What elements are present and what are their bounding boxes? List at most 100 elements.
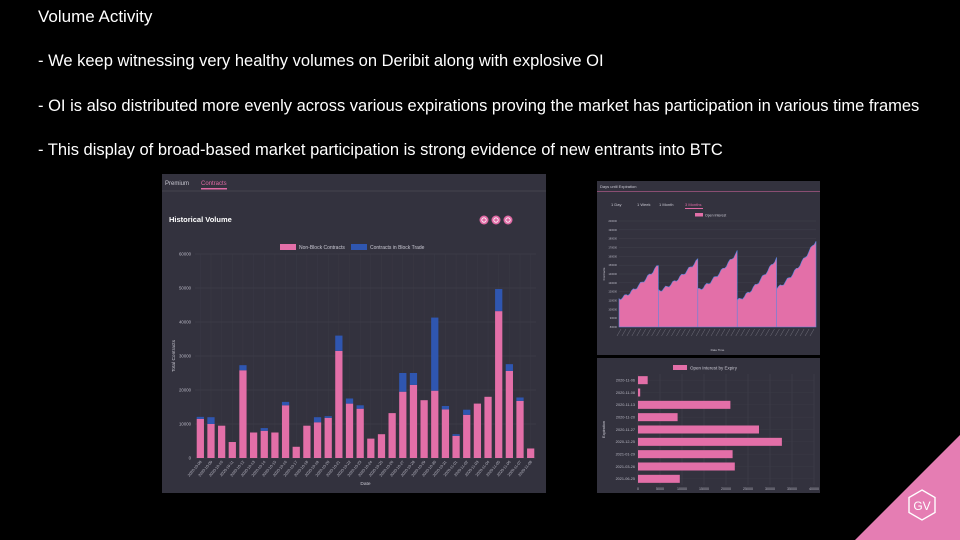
y-tick-label: 40000	[179, 320, 192, 325]
bar-block-2020-10-30	[431, 317, 439, 391]
bar-non-block-2020-10-11	[228, 442, 236, 458]
bar-non-block-2020-10-12	[239, 370, 247, 458]
bar-non-block-2020-10-29	[420, 400, 428, 458]
legend-swatch-non-block	[280, 244, 296, 250]
oi-y-tick-label: 180000	[608, 237, 617, 241]
oi-x-tick-mark	[681, 328, 686, 337]
zoom-in-icon[interactable]	[479, 215, 489, 225]
chart-title: Historical Volume	[169, 215, 232, 224]
exp-y-tick-label: 2020-11-08	[616, 391, 635, 395]
bar-block-2020-10-16	[281, 401, 290, 406]
oi-x-tick-mark	[636, 328, 641, 337]
oi-x-tick-mark	[804, 328, 810, 337]
bar-block-2020-10-14	[260, 428, 268, 431]
y-tick-label: 10000	[179, 422, 192, 427]
bar-non-block-2020-10-09	[207, 424, 215, 458]
oi-y-tick-label: 190000	[608, 228, 617, 232]
tab-premium[interactable]: Premium	[165, 181, 189, 187]
bar-block-2020-10-28	[409, 373, 418, 385]
oi-by-expiry-chart: Open Interest by Expiry 0 5000 10000 15000 20…	[602, 365, 819, 491]
exp-x-tick-label: 25000	[743, 487, 753, 491]
historical-volume-chart: Premium Contracts Historical Volume Non-Blo…	[162, 181, 546, 487]
oi-y-tick-label: 90000	[610, 316, 618, 320]
oi-y-axis-label: Contracts	[602, 267, 606, 280]
oi-x-tick-mark	[616, 328, 622, 337]
oi-tab-1-week[interactable]: 1 Week	[637, 202, 651, 207]
bar-non-block-2020-10-18	[303, 425, 311, 458]
bar-block-2020-10-21	[335, 335, 343, 351]
bar-non-block-2020-11-07	[516, 400, 524, 458]
bar-non-block-2020-11-03	[473, 403, 482, 458]
oi-x-tick-mark	[686, 328, 691, 337]
oi-tab-1-day[interactable]: 1 Day	[611, 202, 621, 207]
bar-block-2020-10-12	[239, 365, 247, 371]
oi-x-tick-mark	[740, 328, 745, 337]
oi-y-tick-label: 200000	[608, 219, 617, 223]
oi-y-tick-label: 120000	[608, 290, 617, 294]
bar-non-block-2020-10-27	[399, 391, 407, 458]
oi-x-tick-mark	[691, 328, 696, 337]
bar-non-block-2020-10-21	[335, 350, 343, 458]
bar-non-block-2020-10-15	[271, 432, 279, 458]
oi-x-tick-mark	[715, 328, 721, 337]
exp-bar-2020-11-06	[638, 376, 648, 385]
oi-x-tick-mark	[770, 328, 775, 337]
y-tick-label: 20000	[179, 388, 192, 393]
exp-x-tick-label: 10000	[677, 487, 687, 491]
bar-non-block-2020-10-24	[367, 438, 375, 458]
oi-x-tick-mark	[755, 328, 760, 337]
bar-non-block-2020-10-13	[249, 432, 258, 458]
bar-non-block-2020-10-25	[377, 434, 386, 458]
bar-non-block-2020-11-01	[452, 435, 460, 458]
oi-active-tab-underline	[685, 208, 703, 209]
bar-non-block-2020-10-19	[313, 422, 322, 458]
oi-x-tick-mark	[809, 328, 815, 337]
oi-x-tick-mark	[735, 328, 740, 337]
oi-x-tick-mark	[705, 328, 711, 337]
bar-block-2020-11-07	[516, 397, 524, 401]
tab-contracts[interactable]: Contracts	[201, 181, 227, 187]
exp-x-tick-label: 35000	[787, 487, 797, 491]
y-tick-label: 30000	[179, 354, 192, 359]
exp-bar-2020-12-25	[638, 437, 782, 446]
oi-x-tick-mark	[750, 328, 755, 337]
bar-non-block-2020-10-31	[441, 409, 450, 458]
bar-non-block-2020-10-28	[409, 384, 418, 458]
oi-x-tick-mark	[671, 328, 676, 337]
exp-y-tick-label: 2021-01-29	[616, 452, 635, 456]
oi-x-tick-mark	[700, 328, 706, 337]
bar-non-block-2020-11-04	[484, 396, 492, 458]
download-icon[interactable]	[503, 215, 513, 225]
bar-block-2020-10-09	[207, 417, 215, 424]
bullet-new-entrants: - This display of broad-based market par…	[38, 141, 723, 159]
x-axis-label: Date	[360, 481, 370, 487]
oi-x-tick-mark	[631, 328, 636, 337]
legend-swatch-block	[351, 244, 367, 250]
bar-non-block-2020-10-14	[260, 430, 268, 458]
bullet-oi-distribution: - OI is also distributed more evenly acr…	[38, 97, 920, 115]
active-tab-underline	[201, 188, 227, 190]
zoom-out-icon[interactable]	[491, 215, 501, 225]
oi-x-tick-mark	[799, 328, 805, 337]
oi-panel-header: Days until Expiration	[600, 184, 636, 189]
bar-non-block-2020-11-06	[505, 370, 513, 458]
exp-y-tick-label: 2021-06-25	[616, 477, 635, 481]
oi-x-tick-mark	[785, 328, 790, 337]
open-interest-chart: Days until Expiration 1 Day 1 Week 1 Month 3…	[597, 184, 820, 352]
oi-tab-3-months[interactable]: 3 Months	[685, 202, 701, 207]
oi-area-series	[618, 241, 817, 328]
y-tick-label: 60000	[179, 252, 192, 257]
open-interest-panel: Days until Expiration 1 Day 1 Week 1 Month 3…	[597, 181, 820, 355]
exp-bar-2021-06-25	[638, 474, 680, 483]
bar-block-2020-10-23	[356, 405, 364, 409]
oi-y-tick-label: 100000	[608, 307, 617, 311]
exp-x-tick-label: 15000	[699, 487, 709, 491]
bar-non-block-2020-10-20	[324, 417, 332, 458]
slide-title: Volume Activity	[38, 7, 153, 26]
bar-block-2020-11-06	[505, 364, 513, 371]
exp-bar-2021-03-26	[638, 462, 735, 471]
bar-non-block-2020-10-08	[196, 418, 204, 458]
legend-label-non-block: Non-Block Contracts	[299, 245, 345, 251]
oi-tab-1-month[interactable]: 1 Month	[659, 202, 673, 207]
